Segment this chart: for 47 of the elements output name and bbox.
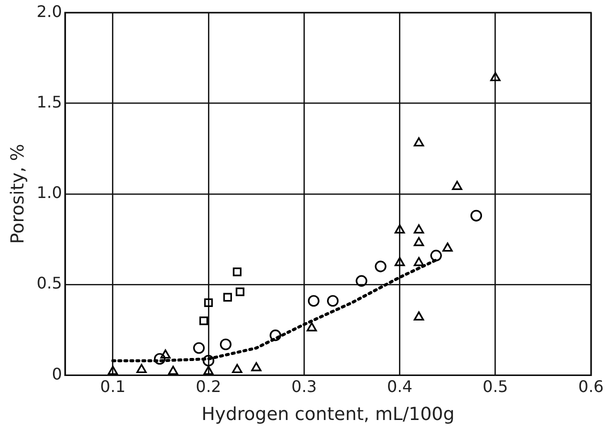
- point: [220, 338, 232, 350]
- point: [236, 287, 244, 296]
- point: [232, 364, 242, 374]
- point: [430, 250, 442, 262]
- x-tick-label: 0.2: [196, 376, 222, 396]
- point: [414, 224, 424, 234]
- point: [374, 260, 386, 272]
- point: [452, 180, 462, 190]
- point: [232, 268, 242, 276]
- point: [394, 224, 405, 234]
- x-tick-label: 0.4: [387, 376, 412, 396]
- point: [470, 210, 482, 222]
- point: [490, 72, 500, 82]
- point: [308, 295, 320, 307]
- point: [394, 256, 405, 266]
- point: [154, 353, 166, 365]
- point: [168, 366, 178, 375]
- x-tick-label: 0.6: [578, 376, 604, 396]
- point: [327, 295, 339, 307]
- point: [204, 298, 213, 308]
- point: [306, 322, 317, 332]
- point: [414, 237, 424, 246]
- point: [202, 354, 214, 366]
- point: [223, 292, 232, 302]
- point: [108, 366, 118, 375]
- point: [251, 362, 262, 372]
- x-tick-label: 0.3: [291, 376, 317, 396]
- y-tick-label: 0.5: [36, 274, 62, 293]
- point: [414, 137, 424, 146]
- y-tick-label: 1.5: [36, 92, 62, 112]
- point: [160, 349, 171, 359]
- point: [414, 256, 424, 266]
- point: [356, 275, 368, 287]
- point: [414, 311, 424, 320]
- x-tick-label: 0.1: [100, 376, 126, 396]
- y-axis-title: Porosity, %: [7, 144, 28, 244]
- y-tick-label: 1.0: [36, 183, 62, 202]
- y-tick-label: 2.0: [36, 2, 62, 21]
- x-axis-title: Hydrogen content, mL/100g: [202, 404, 455, 425]
- point: [136, 364, 147, 374]
- point: [270, 330, 282, 342]
- point: [199, 316, 208, 326]
- x-tick-label: 0.5: [482, 376, 508, 396]
- y-tick-label: 0: [52, 364, 62, 384]
- point: [442, 242, 453, 252]
- point: [193, 342, 205, 354]
- point: [203, 366, 214, 375]
